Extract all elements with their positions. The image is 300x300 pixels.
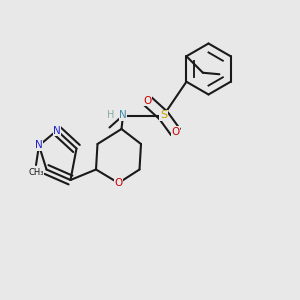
Text: N: N xyxy=(53,125,61,136)
Text: N: N xyxy=(35,140,43,151)
Text: S: S xyxy=(160,110,167,121)
Text: N: N xyxy=(119,110,127,121)
Text: CH₃: CH₃ xyxy=(28,168,44,177)
Text: O: O xyxy=(114,178,123,188)
Text: O: O xyxy=(171,127,180,137)
Text: O: O xyxy=(143,95,151,106)
Text: H: H xyxy=(107,110,115,121)
